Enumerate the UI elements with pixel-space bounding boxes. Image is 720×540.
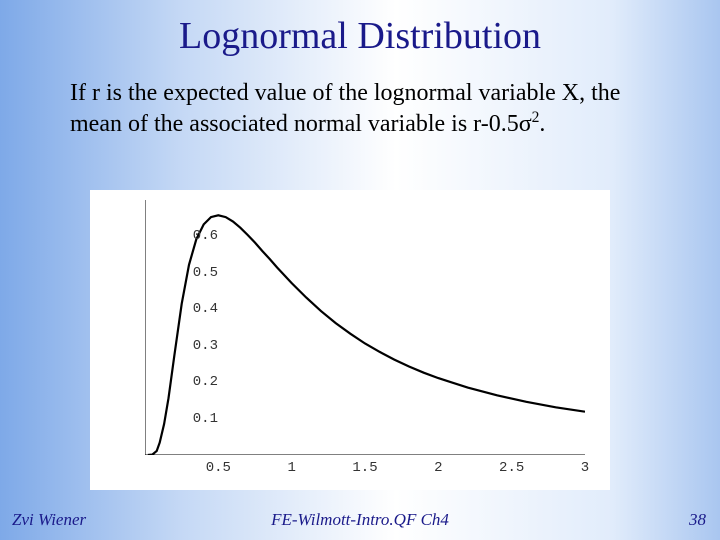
footer-reference: FE-Wilmott-Intro.QF Ch4 bbox=[0, 510, 720, 530]
body-suffix: . bbox=[539, 111, 545, 137]
x-tick-label: 1 bbox=[272, 460, 312, 476]
slide-title: Lognormal Distribution bbox=[0, 14, 720, 58]
x-tick-label: 2 bbox=[418, 460, 458, 476]
lognormal-chart: 0.5 1 1.5 2 2.5 3 0.1 0.2 0.3 0.4 0.5 0.6 bbox=[90, 190, 610, 490]
y-tick-label: 0.4 bbox=[178, 301, 218, 317]
x-tick-label: 0.5 bbox=[198, 460, 238, 476]
y-tick-label: 0.1 bbox=[178, 411, 218, 427]
slide-body: If r is the expected value of the lognor… bbox=[70, 78, 660, 139]
slide: Lognormal Distribution If r is the expec… bbox=[0, 0, 720, 540]
x-tick-label: 3 bbox=[565, 460, 605, 476]
x-tick-label: 1.5 bbox=[345, 460, 385, 476]
footer-page-number: 38 bbox=[689, 510, 706, 530]
y-tick-label: 0.2 bbox=[178, 374, 218, 390]
y-tick-label: 0.6 bbox=[178, 228, 218, 244]
sigma-symbol: σ bbox=[519, 111, 532, 137]
y-tick-label: 0.3 bbox=[178, 338, 218, 354]
y-tick-label: 0.5 bbox=[178, 265, 218, 281]
x-tick-label: 2.5 bbox=[492, 460, 532, 476]
